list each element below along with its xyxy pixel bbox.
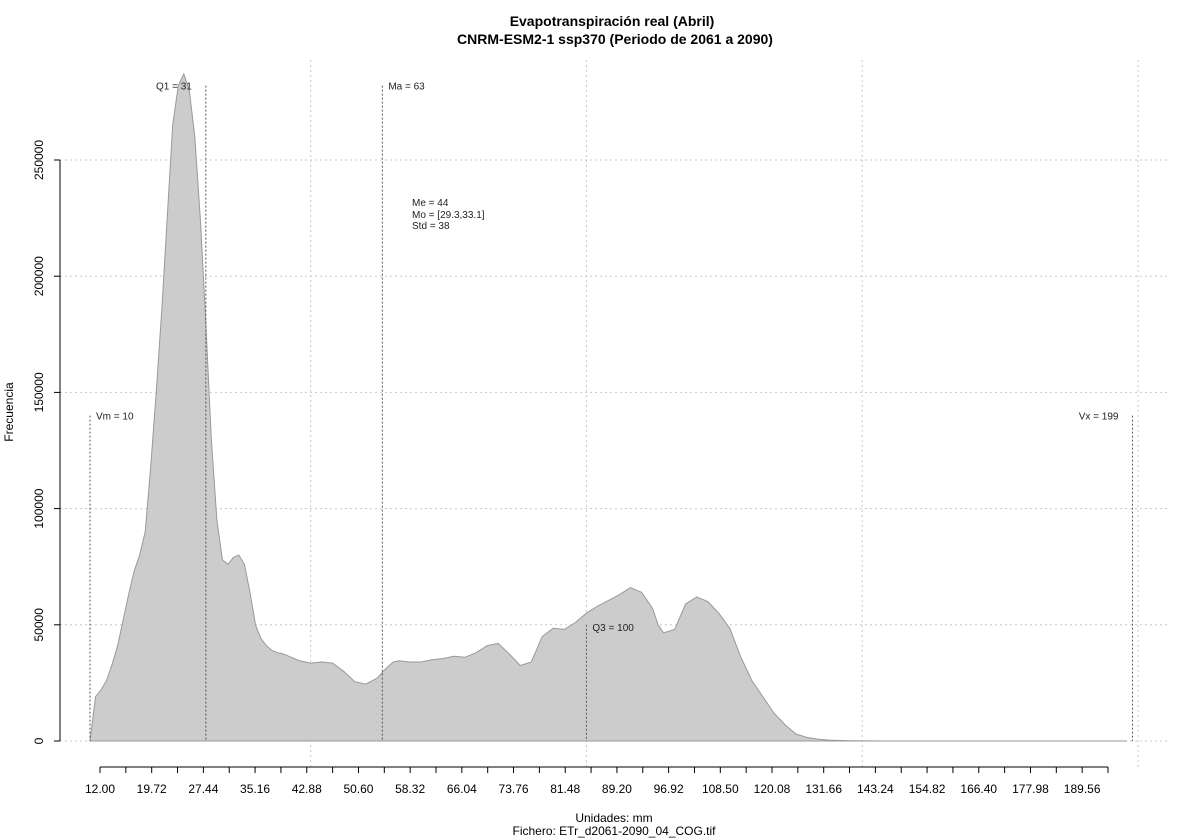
stat-label-2: Vm = 10 [96, 412, 134, 423]
stat-label-4: Q3 = 100 [592, 623, 634, 634]
x-tick-label-9: 81.48 [550, 782, 580, 796]
y-tick-label-2: 100000 [32, 488, 46, 528]
stat-std: Std = 38 [412, 221, 450, 232]
x-tick-label-0: 12.00 [85, 782, 115, 796]
x-tick-label-8: 73.76 [499, 782, 529, 796]
y-tick-label-5: 250000 [32, 140, 46, 180]
stat-median: Me = 44 [412, 198, 449, 209]
x-tick-label-12: 108.50 [702, 782, 739, 796]
x-tick-label-5: 50.60 [343, 782, 373, 796]
x-tick-label-7: 66.04 [447, 782, 477, 796]
x-tick-label-19: 189.56 [1064, 782, 1101, 796]
y-tick-label-1: 50000 [32, 608, 46, 642]
stat-label-1: Ma = 63 [388, 82, 425, 93]
x-tick-label-4: 42.88 [292, 782, 322, 796]
chart-title: Evapotranspiración real (Abril) [510, 13, 715, 29]
x-axis-label: Unidades: mm [575, 811, 652, 825]
y-tick-label-0: 0 [32, 737, 46, 744]
y-tick-label-4: 200000 [32, 256, 46, 296]
x-tick-label-1: 19.72 [137, 782, 167, 796]
stat-label-3: Vx = 199 [1079, 412, 1119, 423]
y-axis-label: Frecuencia [2, 382, 16, 442]
y-tick-label-3: 150000 [32, 372, 46, 412]
frequency-area [89, 72, 1127, 742]
x-tick-label-11: 96.92 [654, 782, 684, 796]
x-tick-label-14: 131.66 [805, 782, 842, 796]
x-tick-label-2: 27.44 [188, 782, 218, 796]
x-tick-label-18: 177.98 [1012, 782, 1049, 796]
source-file-label: Fichero: ETr_d2061-2090_04_COG.tif [513, 824, 717, 838]
stat-mode: Mo = [29.3,33.1] [412, 210, 485, 221]
x-tick-label-16: 154.82 [909, 782, 946, 796]
stat-label-0: Q1 = 31 [156, 82, 192, 93]
axis-ticks: 0 50000 100000 150000 200000 250000 12.00 19.72… [32, 140, 1109, 796]
x-tick-label-6: 58.32 [395, 782, 425, 796]
chart-subtitle: CNRM-ESM2-1 ssp370 (Periodo de 2061 a 20… [457, 31, 773, 47]
x-tick-label-10: 89.20 [602, 782, 632, 796]
statistics-block: Me = 44 Mo = [29.3,33.1] Std = 38 [412, 198, 485, 232]
x-tick-label-17: 166.40 [960, 782, 997, 796]
x-tick-label-3: 35.16 [240, 782, 270, 796]
statistic-lines: Q1 = 31 Ma = 63 Vm = 10 Vx = 199 Q3 = 100 [89, 82, 1133, 741]
x-tick-label-15: 143.24 [857, 782, 894, 796]
x-tick-label-13: 120.08 [754, 782, 791, 796]
